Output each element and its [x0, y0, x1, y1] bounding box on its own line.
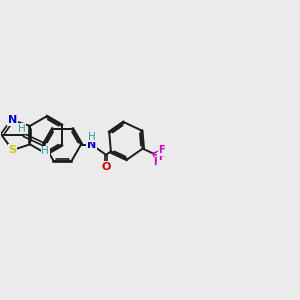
Text: H: H: [41, 146, 49, 156]
Text: O: O: [101, 162, 111, 172]
Text: N: N: [87, 140, 96, 150]
Text: F: F: [158, 145, 165, 155]
Text: F: F: [153, 157, 160, 167]
Text: F: F: [158, 152, 165, 162]
Text: N: N: [8, 115, 17, 125]
Text: H: H: [88, 131, 96, 142]
Text: S: S: [8, 145, 16, 155]
Text: H: H: [18, 124, 26, 134]
